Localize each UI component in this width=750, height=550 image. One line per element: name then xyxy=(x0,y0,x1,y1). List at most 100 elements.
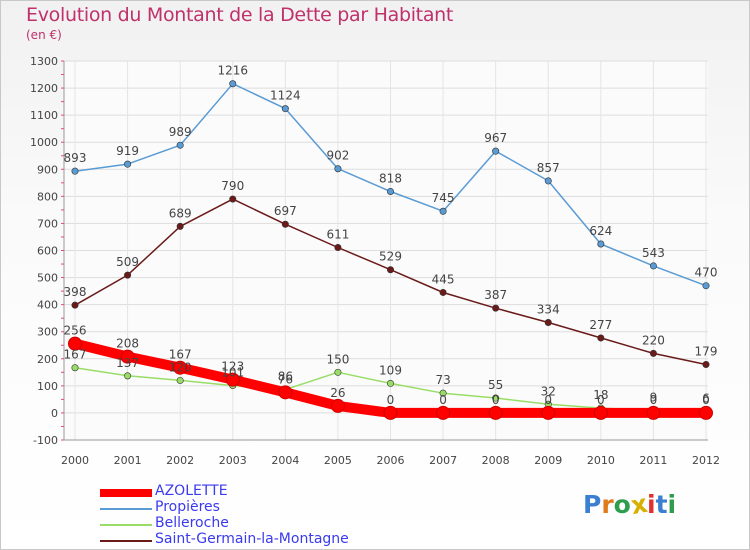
data-label: 55 xyxy=(488,378,503,392)
data-label: 109 xyxy=(379,363,402,377)
data-point xyxy=(488,405,503,420)
data-point xyxy=(702,360,710,368)
data-label: 790 xyxy=(221,179,244,193)
y-tick-label: 200 xyxy=(37,353,58,366)
data-label: 32 xyxy=(541,384,556,398)
data-point xyxy=(71,167,79,175)
y-tick-label: 500 xyxy=(37,272,58,285)
data-point xyxy=(124,160,132,168)
data-point xyxy=(646,405,661,420)
data-point xyxy=(71,301,79,309)
data-label: 0 xyxy=(597,393,605,407)
data-label: 857 xyxy=(537,161,560,175)
data-label: 611 xyxy=(326,228,349,242)
data-label: 697 xyxy=(274,204,297,218)
data-point xyxy=(176,141,184,149)
data-point xyxy=(330,398,345,413)
data-label: 0 xyxy=(650,393,658,407)
legend-label: Belleroche xyxy=(155,515,229,531)
data-point xyxy=(593,405,608,420)
data-label: 137 xyxy=(116,356,139,370)
x-tick-label: 2008 xyxy=(482,454,510,467)
data-label: 256 xyxy=(64,324,87,338)
data-point xyxy=(71,364,79,372)
data-point xyxy=(281,220,289,228)
y-tick-label: 1000 xyxy=(30,136,58,149)
data-label: 1216 xyxy=(217,64,248,78)
y-tick-label: 400 xyxy=(37,299,58,312)
data-point xyxy=(439,207,447,215)
data-label: 26 xyxy=(330,386,345,400)
data-label: 179 xyxy=(695,344,718,358)
data-label: 167 xyxy=(64,348,87,362)
data-point xyxy=(386,266,394,274)
data-point xyxy=(281,105,289,113)
y-tick-label: -100 xyxy=(33,434,58,447)
data-point xyxy=(334,165,342,173)
data-point xyxy=(544,319,552,327)
data-point xyxy=(334,244,342,252)
y-tick-label: 1100 xyxy=(30,109,58,122)
y-tick-label: 300 xyxy=(37,326,58,339)
data-label: 398 xyxy=(64,285,87,299)
data-point xyxy=(649,349,657,357)
legend-label: AZOLETTE xyxy=(155,483,228,499)
data-point xyxy=(439,389,447,397)
y-tick-label: 0 xyxy=(51,407,58,420)
data-point xyxy=(541,405,556,420)
x-tick-label: 2000 xyxy=(61,454,89,467)
data-label: 1124 xyxy=(270,89,301,103)
data-label: 445 xyxy=(432,272,455,286)
data-label: 745 xyxy=(432,191,455,205)
legend-label: Saint-Germain-la-Montagne xyxy=(155,531,349,547)
data-label: 0 xyxy=(439,393,447,407)
data-label: 334 xyxy=(537,303,560,317)
data-label: 893 xyxy=(64,151,87,165)
y-tick-label: 800 xyxy=(37,190,58,203)
legend-swatch xyxy=(100,540,152,542)
chart-title: Evolution du Montant de la Dette par Hab… xyxy=(26,4,454,26)
y-tick-label: 900 xyxy=(37,163,58,176)
y-tick-label: 100 xyxy=(37,380,58,393)
data-point xyxy=(386,187,394,195)
legend-swatch xyxy=(100,489,152,497)
legend-swatch xyxy=(100,508,152,510)
data-label: 919 xyxy=(116,144,139,158)
data-point xyxy=(173,360,188,375)
data-label: 470 xyxy=(695,266,718,280)
x-tick-label: 2012 xyxy=(692,454,720,467)
data-label: 624 xyxy=(589,224,612,238)
data-label: 167 xyxy=(169,348,192,362)
data-point xyxy=(176,222,184,230)
data-label: 120 xyxy=(169,360,192,374)
data-point xyxy=(544,177,552,185)
data-point xyxy=(334,368,342,376)
data-label: 689 xyxy=(169,206,192,220)
data-point xyxy=(436,405,451,420)
x-tick-label: 2002 xyxy=(166,454,194,467)
data-label: 509 xyxy=(116,255,139,269)
data-label: 73 xyxy=(435,373,450,387)
data-label: 902 xyxy=(326,149,349,163)
x-tick-label: 2009 xyxy=(534,454,562,467)
data-label: 18 xyxy=(593,388,608,402)
data-label: 150 xyxy=(326,352,349,366)
data-point xyxy=(124,372,132,380)
y-tick-label: 600 xyxy=(37,245,58,258)
data-label: 967 xyxy=(484,131,507,145)
y-tick-label: 1300 xyxy=(30,55,58,68)
x-tick-label: 2004 xyxy=(271,454,299,467)
data-point xyxy=(176,376,184,384)
data-point xyxy=(229,80,237,88)
data-label: 0 xyxy=(544,393,552,407)
data-label: 0 xyxy=(702,393,710,407)
x-tick-label: 2005 xyxy=(324,454,352,467)
data-label: 529 xyxy=(379,250,402,264)
y-tick-label: 700 xyxy=(37,217,58,230)
data-point xyxy=(597,334,605,342)
data-point xyxy=(120,349,135,364)
data-label: 277 xyxy=(589,318,612,332)
data-point xyxy=(492,147,500,155)
x-tick-label: 2011 xyxy=(639,454,667,467)
